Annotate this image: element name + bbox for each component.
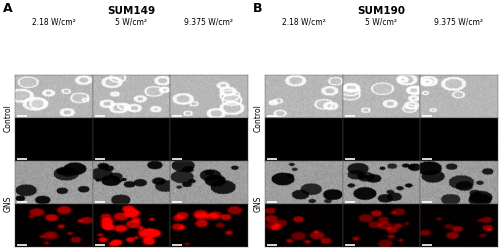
Text: Control: Control	[254, 104, 263, 131]
Text: 9.375 W/cm²: 9.375 W/cm²	[434, 18, 483, 27]
Text: GNS: GNS	[254, 195, 263, 212]
Text: GNS: GNS	[4, 195, 13, 212]
Text: 2.18 W/cm²: 2.18 W/cm²	[32, 18, 76, 27]
Text: SUM149: SUM149	[107, 6, 156, 16]
Text: A: A	[2, 2, 12, 15]
Text: 9.375 W/cm²: 9.375 W/cm²	[184, 18, 233, 27]
Text: B: B	[252, 2, 262, 15]
Text: 5 W/cm²: 5 W/cm²	[115, 18, 147, 27]
Text: 5 W/cm²: 5 W/cm²	[365, 18, 397, 27]
Text: SUM190: SUM190	[357, 6, 405, 16]
Text: Control: Control	[4, 104, 13, 131]
Text: 2.18 W/cm²: 2.18 W/cm²	[282, 18, 326, 27]
